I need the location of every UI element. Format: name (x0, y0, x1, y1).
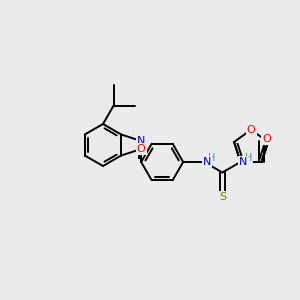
Text: N: N (203, 157, 211, 167)
Text: H: H (245, 153, 252, 163)
Text: N: N (137, 136, 145, 146)
Text: S: S (219, 193, 226, 202)
Text: H: H (208, 153, 216, 163)
Text: O: O (262, 134, 271, 144)
Text: N: N (239, 157, 248, 167)
Text: O: O (247, 125, 255, 135)
Text: O: O (137, 144, 146, 154)
